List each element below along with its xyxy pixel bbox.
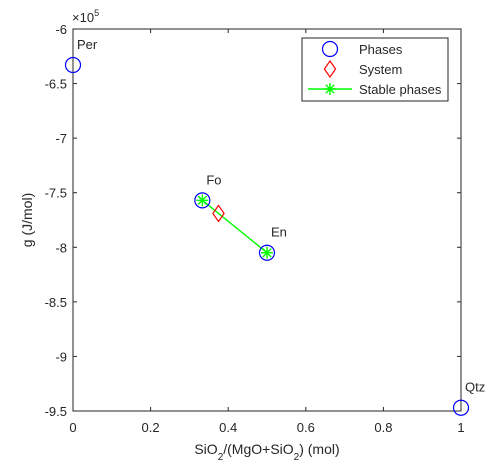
phase-label: Qtz [465, 380, 485, 395]
asterisk-stroke [262, 248, 272, 258]
legend-label: Stable phases [359, 82, 442, 97]
legend: Phases System Stable phases [301, 37, 449, 102]
x-tick-label: 0.4 [219, 420, 237, 435]
x-tick-label: 0.8 [374, 420, 392, 435]
x-tick-label: 1 [457, 420, 464, 435]
legend-items: Phases System Stable phases [308, 40, 442, 97]
stable-phase-point [261, 246, 273, 259]
legend-marker [323, 59, 337, 79]
asterisk-stroke [197, 195, 208, 206]
y-tick-label: -8.5 [45, 295, 67, 310]
x-axis-label: SiO2/(MgO+SiO2) (mol) [194, 441, 339, 463]
phase-label: Per [77, 37, 98, 52]
phase-label: En [271, 225, 287, 240]
phase-point [64, 56, 82, 74]
legend-box [301, 37, 449, 102]
y-tick-label: -6 [55, 22, 67, 37]
y-tick-label: -7.5 [45, 186, 67, 201]
asterisk-stroke [325, 84, 335, 94]
y-tick-label: -9.5 [45, 404, 67, 419]
x-tick-label: 0 [69, 420, 76, 435]
phase-point [452, 399, 470, 416]
x-tick-label: 0.6 [297, 420, 315, 435]
stable-phase-point [196, 194, 209, 207]
y-exponent-label: ×105 [72, 8, 99, 25]
phase-point [194, 192, 211, 209]
data-layer: Per Fo En Qtz [64, 37, 485, 416]
y-tick-label: -6.5 [45, 77, 67, 92]
stable-phases-line [201, 199, 268, 254]
phase-point [258, 244, 276, 261]
y-axis-label: g (J/mol) [19, 193, 35, 247]
x-tick-label: 0.2 [142, 420, 160, 435]
y-tick-label: -7 [55, 131, 67, 146]
y-tick-label: -8 [55, 240, 67, 255]
legend-label: Phases [359, 42, 403, 57]
ticks-layer: 0 0.2 0.4 0.6 0.8 1 -9.5 -9 -8.5 -8 -7.5 -7 -6.5 -6 [45, 22, 465, 435]
legend-marker [324, 83, 336, 95]
phase-label: Fo [206, 172, 221, 187]
legend-label: System [359, 62, 402, 77]
system-point [212, 204, 225, 223]
y-tick-label: -9 [55, 349, 67, 364]
legend-marker [321, 40, 339, 58]
